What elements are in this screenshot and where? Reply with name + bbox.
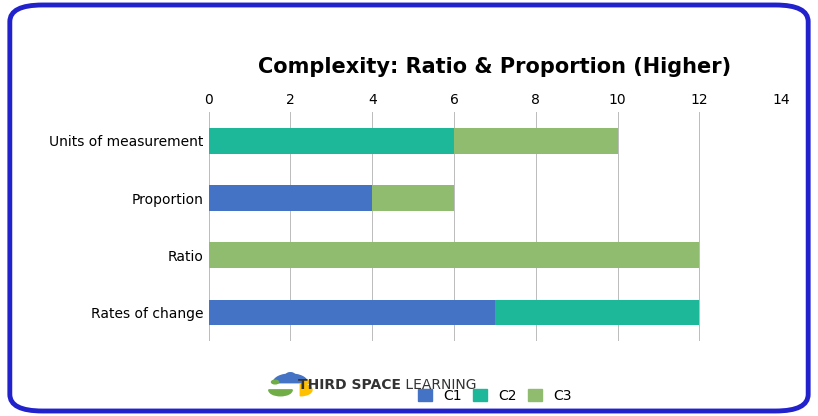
Bar [454,128,618,154]
Bar [209,128,454,154]
Text: LEARNING: LEARNING [401,378,476,392]
Bar [372,185,454,211]
Bar [495,300,699,325]
Text: THIRD SPACE: THIRD SPACE [298,378,401,392]
Title: Complexity: Ratio & Proportion (Higher): Complexity: Ratio & Proportion (Higher) [258,57,731,77]
Legend: C1, C2, C3: C1, C2, C3 [419,389,571,403]
Bar [209,243,699,268]
Bar [209,185,372,211]
Bar [209,300,495,325]
